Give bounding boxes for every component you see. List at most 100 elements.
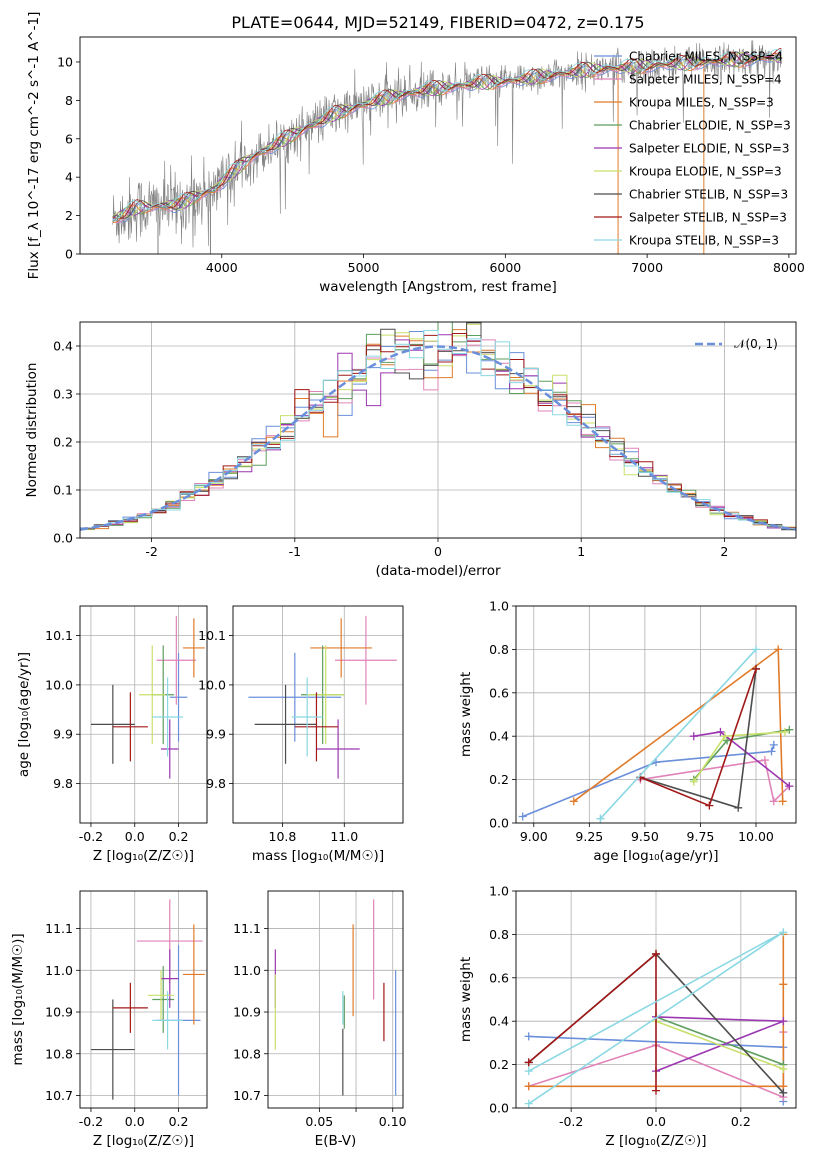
weight-series-line: [640, 759, 790, 803]
y-tick-label: 11.0: [45, 963, 73, 978]
weight-series-line: [655, 1020, 784, 1070]
y-axis-label: Normed distribution: [24, 363, 40, 498]
y-tick-label: 9.8: [53, 776, 73, 791]
x-tick-label: 10.00: [738, 829, 774, 844]
x-tick-label: 0.0: [125, 1114, 145, 1129]
y-tick-label: 10.9: [233, 1005, 261, 1020]
x-tick-label: 7000: [631, 260, 663, 275]
x-axis-label: (data-model)/error: [375, 563, 501, 579]
y-tick-label: 8: [65, 93, 73, 108]
y-tick-label: 0.3: [53, 387, 73, 402]
residuals-panel: -2 -1 0 1 2 0.0 0.1 0.2 0.3 0.4 (data-model)/error…: [24, 321, 797, 579]
x-tick-label: 8000: [773, 260, 805, 275]
y-tick-label: 0.0: [53, 531, 73, 546]
x-tick-label: 0.05: [305, 1114, 333, 1129]
x-axis-label: Z [log₁₀(Z/Z☉)]: [605, 1133, 706, 1149]
errorbar-plot-area: [90, 615, 205, 779]
y-axis-label: mass weight: [458, 672, 474, 757]
weight-series-line: [573, 647, 784, 802]
y-tick-label: 0.1: [53, 483, 73, 498]
weight-point-marker: [524, 1058, 533, 1067]
weight-point-marker: [518, 812, 527, 821]
spectrum-plot-area: [112, 40, 782, 254]
y-tick-label: 10.7: [233, 1088, 261, 1103]
legend-label: Chabrier ELODIE, N_SSP=3: [629, 119, 791, 133]
x-tick-label: -2: [145, 544, 157, 559]
x-tick-label: 0.0: [125, 829, 145, 844]
y-axis-label: age [log₁₀(age/yr)]: [16, 652, 32, 777]
y-tick-label: 9.9: [206, 727, 226, 742]
weight-point-marker: [779, 1017, 788, 1026]
x-tick-label: -0.2: [79, 829, 103, 844]
legend-label: Salpeter ELODIE, N_SSP=3: [629, 142, 790, 156]
x-axis-label: Z [log₁₀(Z/Z☉)]: [93, 1133, 194, 1149]
y-tick-label: 0.0: [489, 816, 509, 831]
x-tick-label: 6000: [489, 260, 521, 275]
weight-point-marker: [767, 747, 776, 756]
y-tick-label: 10: [57, 54, 73, 69]
weight-point-marker: [779, 1064, 788, 1073]
y-tick-label: 0.2: [53, 435, 73, 450]
spectrum-model-line: [112, 50, 782, 219]
y-axis-label: mass weight: [458, 957, 474, 1042]
weight-point-marker: [752, 664, 760, 673]
weight-point-marker: [716, 727, 725, 736]
weight-point-marker: [596, 814, 605, 823]
x-tick-label: 5000: [348, 260, 380, 275]
weight-point-marker: [769, 740, 778, 749]
figure-title: PLATE=0644, MJD=52149, FIBERID=0472, z=0…: [231, 13, 644, 32]
legend-label: Chabrier MILES, N_SSP=4: [629, 50, 783, 64]
y-tick-label: 11.1: [233, 921, 261, 936]
mass-vs-EBV-panel: 0.05 0.10 10.7 10.8 10.9 11.0 11.1 E(B-V): [233, 890, 407, 1149]
axes-frame: [79, 321, 797, 539]
y-tick-label: 10.7: [45, 1088, 73, 1103]
y-axis-label: mass [log₁₀(M/M☉)]: [10, 933, 26, 1065]
legend-label: Chabrier STELIB, N_SSP=3: [629, 188, 788, 202]
y-tick-label: 6: [65, 131, 73, 146]
y-tick-label: 10.1: [198, 628, 226, 643]
errorbar-plot-area: [248, 615, 397, 779]
y-tick-label: 2: [65, 208, 73, 223]
x-tick-label: 0.2: [169, 1114, 189, 1129]
errorbar-plot-area: [274, 899, 397, 1096]
x-tick-label: 0.10: [379, 1114, 407, 1129]
weight-point-marker: [569, 797, 578, 806]
x-axis-label: E(B-V): [315, 1133, 357, 1149]
weight-point-marker: [705, 801, 714, 810]
legend-label: Salpeter MILES, N_SSP=4: [629, 73, 782, 87]
x-tick-label: 4000: [206, 260, 238, 275]
y-tick-label: 4: [65, 170, 73, 185]
weight-point-marker: [652, 949, 660, 958]
legend-label: Kroupa ELODIE, N_SSP=3: [629, 165, 782, 179]
x-tick-label: 10.8: [269, 829, 297, 844]
x-tick-label: 0.0: [646, 1114, 666, 1129]
weight-point-marker: [774, 645, 783, 654]
axes-frame: [79, 890, 208, 1109]
weight-point-marker: [524, 1082, 533, 1091]
y-tick-label: 0.2: [489, 1057, 509, 1072]
weight-point-marker: [524, 1099, 533, 1108]
x-tick-label: 0.2: [169, 829, 189, 844]
weight-series-line: [640, 668, 757, 807]
legend-label: Kroupa STELIB, N_SSP=3: [629, 234, 779, 248]
spectrum-model-line: [112, 52, 782, 223]
legend-label: 𝒩(0, 1): [734, 337, 778, 351]
x-tick-label: -1: [289, 544, 301, 559]
x-axis-label: age [log₁₀(age/yr)]: [593, 848, 718, 864]
y-tick-label: 10.8: [45, 1046, 73, 1061]
weight-point-marker: [752, 645, 760, 654]
axes-frame: [232, 605, 404, 824]
x-tick-label: 9.50: [631, 829, 659, 844]
age-vs-Z-panel: -0.2 0.0 0.2 9.8 9.9 10.0 10.1 Z [log₁₀(Z/Z☉)] a…: [16, 605, 208, 864]
x-tick-label: 0: [434, 544, 442, 559]
weight-vs-Z-panel: -0.2 0.0 0.2 0.0 0.2 0.4 0.6 0.8 1.0 Z [log₁₀(Z/Z…: [458, 884, 797, 1149]
weight-point-marker: [785, 782, 794, 791]
legend-label: Kroupa MILES, N_SSP=3: [629, 96, 774, 110]
spectrum-legend: Chabrier MILES, N_SSP=4 Salpeter MILES, N…: [594, 50, 791, 248]
weight-series-line: [528, 952, 657, 1091]
residuals-plot-area: [80, 322, 796, 533]
y-tick-label: 0.4: [489, 729, 509, 744]
y-axis-label: Flux [f_λ 10^-17 erg cm^-2 s^-1 A^-1]: [26, 12, 42, 280]
spectrum-panel: 4000 5000 6000 7000 8000 0 2 4 6 8 10 wavelength [A…: [26, 12, 805, 295]
